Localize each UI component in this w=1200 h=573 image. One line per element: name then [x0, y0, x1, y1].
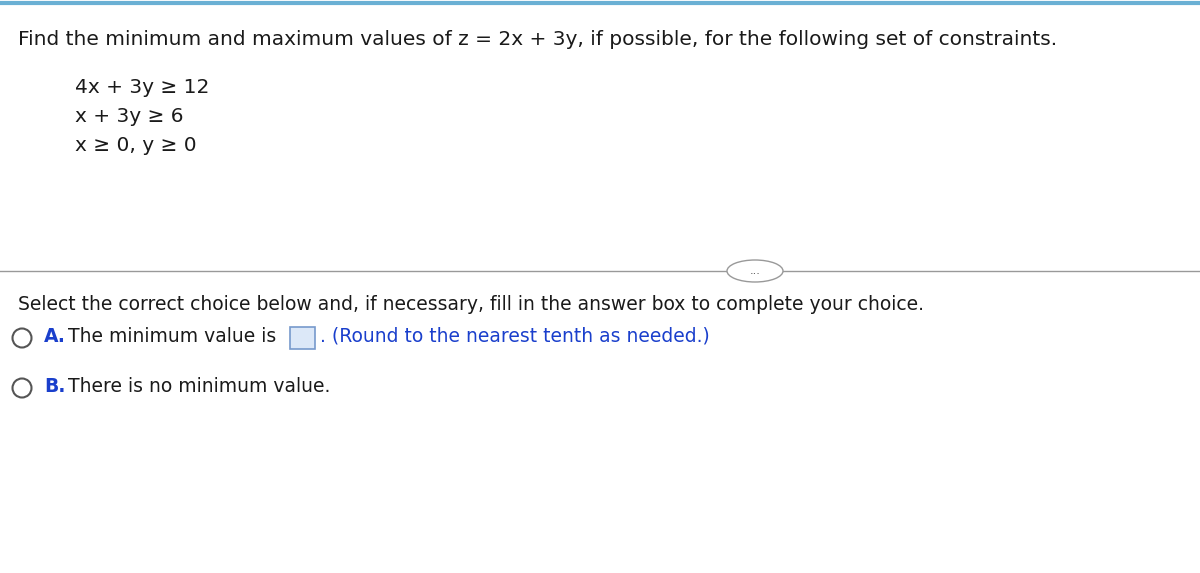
Text: 4x + 3y ≥ 12: 4x + 3y ≥ 12	[74, 78, 209, 97]
Text: There is no minimum value.: There is no minimum value.	[68, 376, 330, 395]
Text: x + 3y ≥ 6: x + 3y ≥ 6	[74, 107, 184, 126]
Text: B.: B.	[44, 376, 65, 395]
Text: Find the minimum and maximum values of z = 2x + 3y, if possible, for the followi: Find the minimum and maximum values of z…	[18, 30, 1057, 49]
Text: Select the correct choice below and, if necessary, fill in the answer box to com: Select the correct choice below and, if …	[18, 295, 924, 314]
Text: . (Round to the nearest tenth as needed.): . (Round to the nearest tenth as needed.…	[320, 327, 709, 346]
Text: A.: A.	[44, 327, 66, 346]
Text: The minimum value is: The minimum value is	[68, 327, 276, 346]
Circle shape	[12, 379, 31, 398]
FancyBboxPatch shape	[290, 327, 314, 349]
Text: x ≥ 0, y ≥ 0: x ≥ 0, y ≥ 0	[74, 136, 197, 155]
Ellipse shape	[727, 260, 784, 282]
Text: ...: ...	[750, 266, 761, 276]
Circle shape	[12, 328, 31, 347]
